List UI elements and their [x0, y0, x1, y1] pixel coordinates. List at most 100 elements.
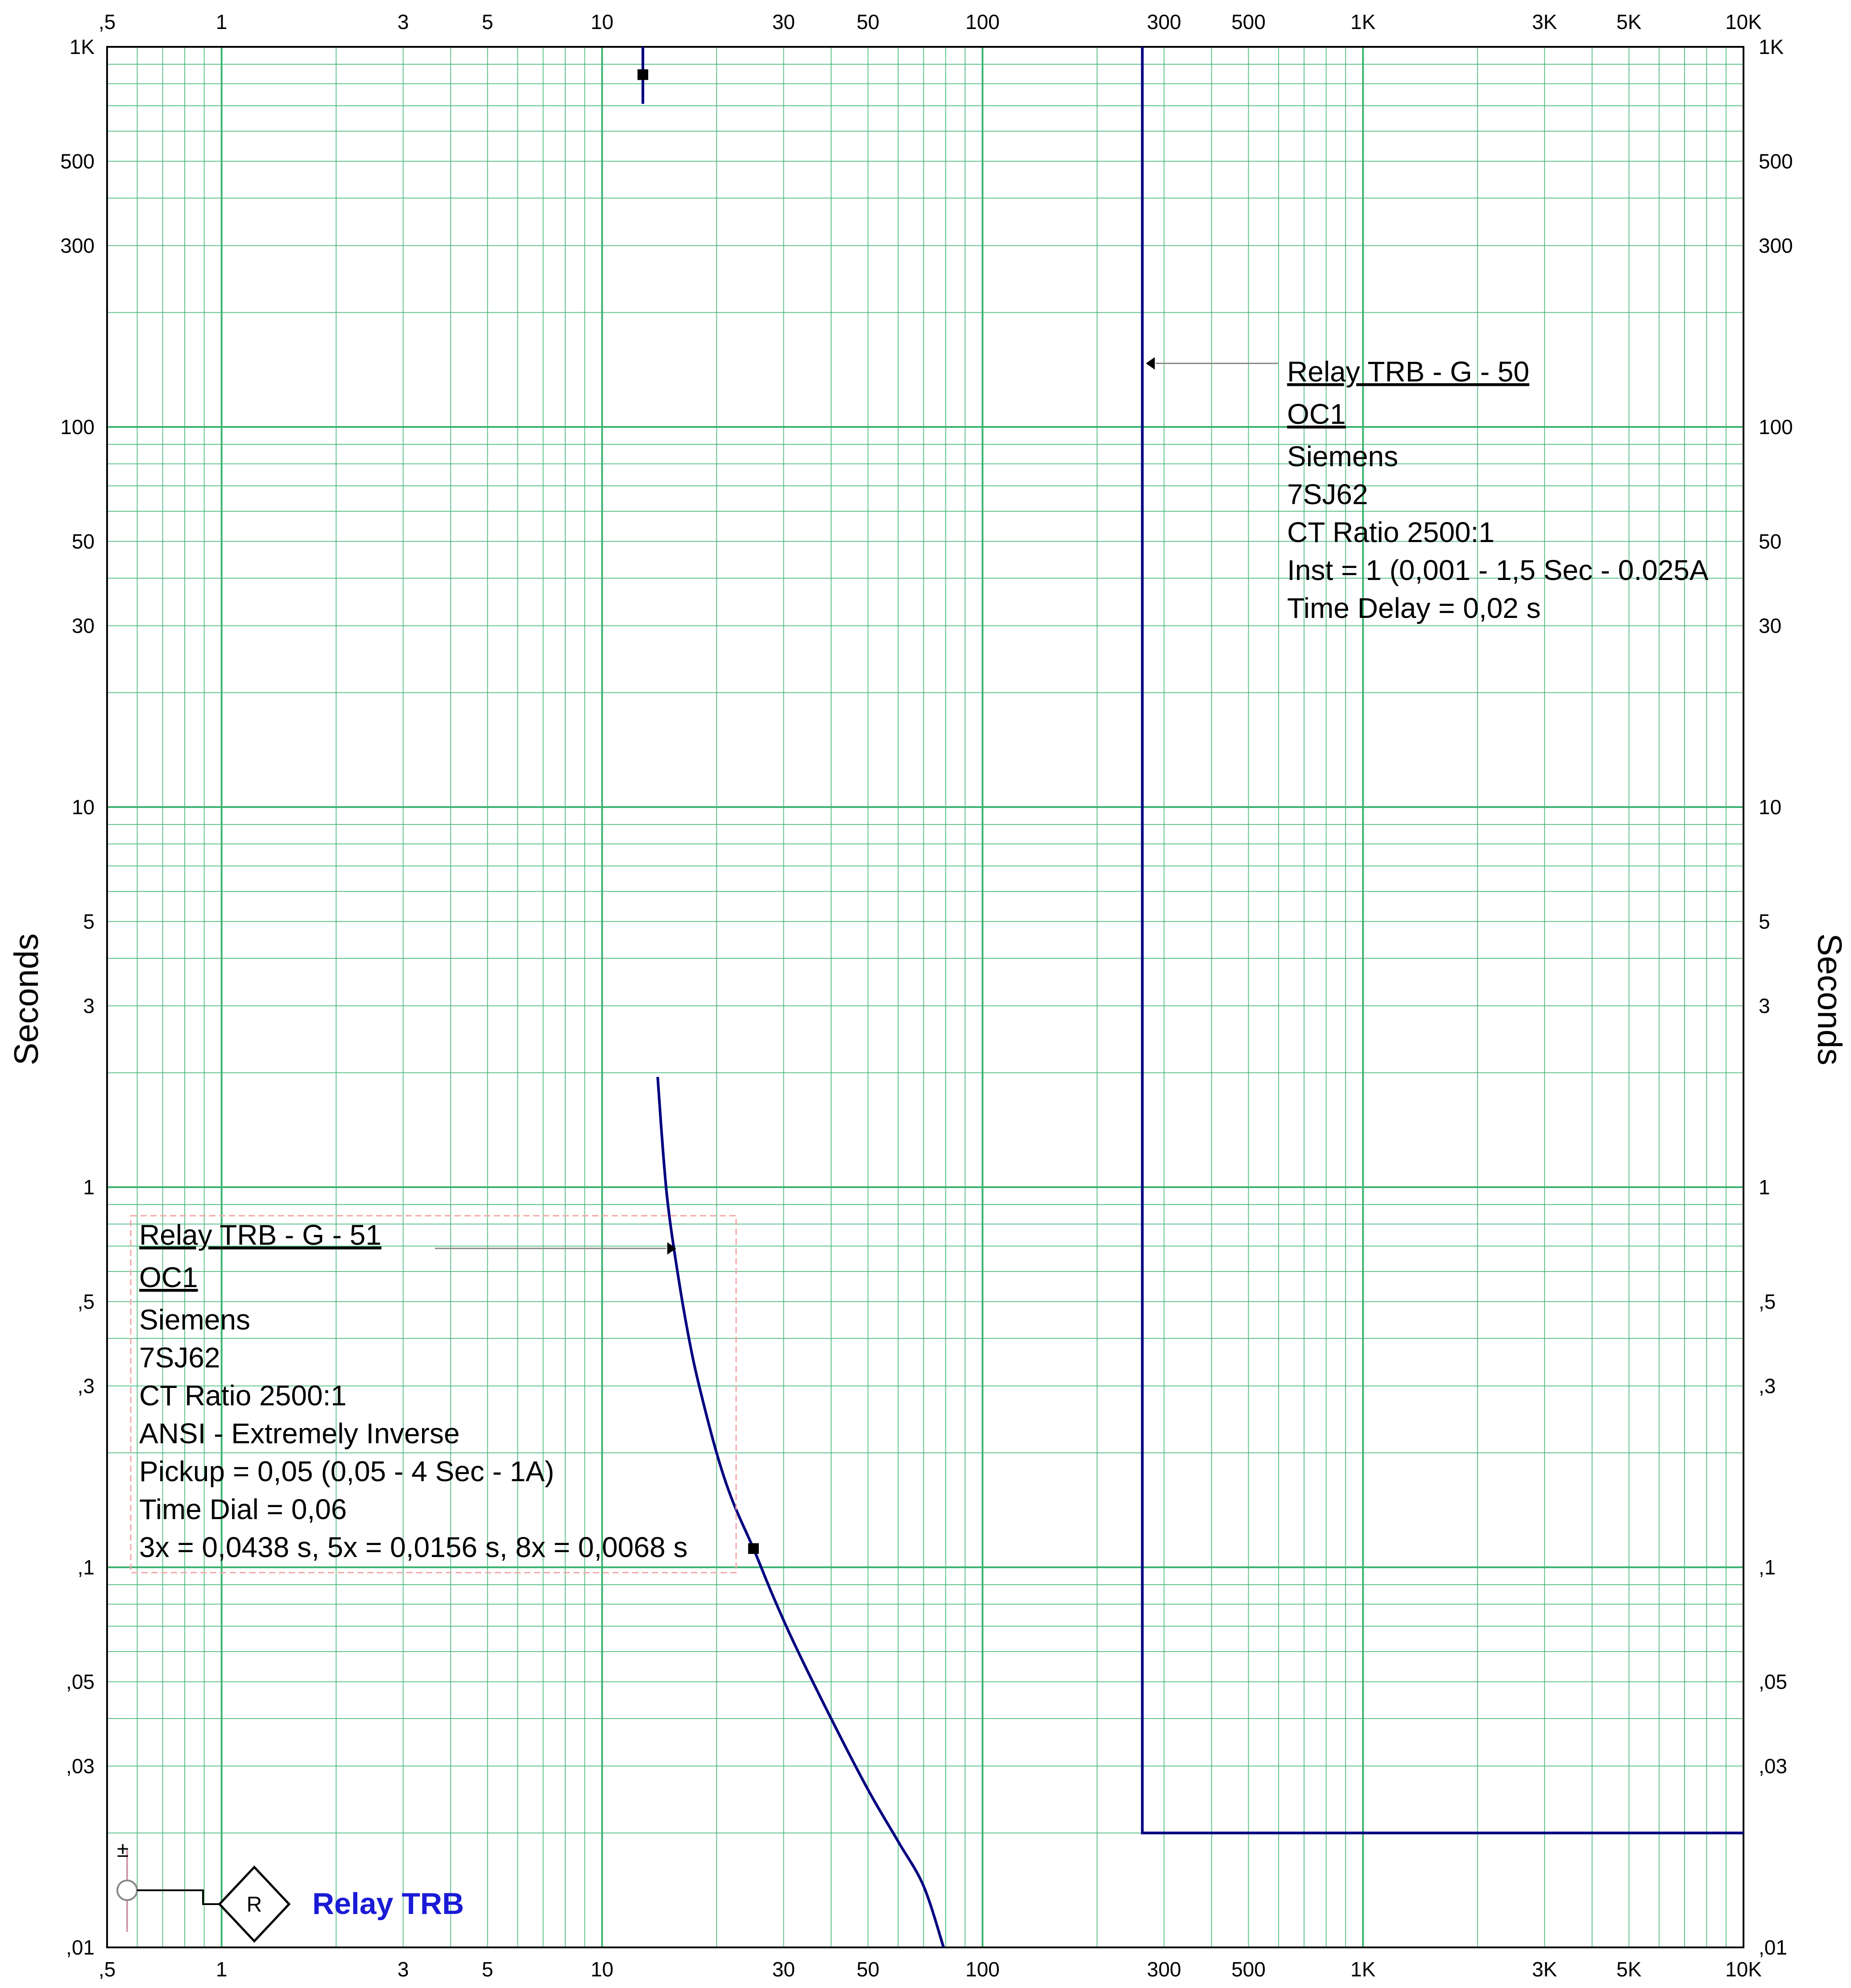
y-tick-label-left: ,5	[78, 1290, 95, 1313]
grid	[107, 46, 1744, 1948]
annotations: Relay TRB - G - 50 OC1 Siemens 7SJ62 CT Rati…	[130, 356, 1709, 1574]
series-line-2	[1141, 47, 1743, 1835]
device-legend: ± R Relay TRB	[116, 1838, 464, 1943]
x-tick-label-bottom: 50	[857, 1958, 879, 1981]
x-tick-label-bottom: ,5	[99, 1958, 116, 1981]
annotation-subtitle: OC1	[139, 1261, 198, 1293]
x-tick-label-bottom: 500	[1231, 1958, 1266, 1981]
y-tick-label-left: 1K	[70, 35, 95, 58]
x-tick-label-top: 300	[1147, 10, 1181, 33]
x-tick-label-bottom: 1	[216, 1958, 228, 1981]
x-tick-label-bottom: 100	[965, 1958, 1000, 1981]
x-tick-label-top: 100	[965, 10, 1000, 33]
annotation-line: 7SJ62	[139, 1342, 220, 1374]
x-tick-label-bottom: 5K	[1616, 1958, 1642, 1981]
y-tick-label-left: ,03	[66, 1754, 95, 1777]
annotation-line: Siemens	[1287, 440, 1398, 472]
annotation-title: Relay TRB - G - 51	[139, 1219, 381, 1251]
x-tick-label-bottom: 1K	[1350, 1958, 1376, 1981]
y-tick-label-left: 1	[83, 1176, 95, 1199]
annotation-line: Time Dial = 0,06	[139, 1493, 347, 1525]
x-tick-label-top: 10	[591, 10, 613, 33]
x-tick-label-top: 10K	[1725, 10, 1762, 33]
annotation-line: ANSI - Extremely Inverse	[139, 1417, 460, 1450]
y-tick-label-left: 5	[83, 910, 95, 933]
annotation-line: CT Ratio 2500:1	[1287, 516, 1495, 548]
y-tick-label-left: ,3	[78, 1374, 95, 1397]
x-tick-labels: ,5 ,5 1 1 3 3 5 5 10 10 30 30 50 50 100 100 300 300 500 500…	[99, 10, 1762, 1981]
x-tick-label-bottom: 10	[591, 1958, 613, 1981]
annotation-title: Relay TRB - G - 50	[1287, 356, 1529, 388]
x-tick-label-bottom: 10K	[1725, 1958, 1762, 1981]
y-tick-label-right: 1K	[1759, 35, 1784, 58]
series-line-1	[656, 1077, 945, 1948]
annotation-line: 3x = 0,0438 s, 5x = 0,0156 s, 8x = 0,006…	[139, 1531, 687, 1563]
y-tick-label-left: ,05	[66, 1670, 95, 1693]
x-tick-label-top: 5K	[1616, 10, 1642, 33]
relay-diamond-icon	[218, 1865, 291, 1943]
legend-polarity-mark: ±	[117, 1838, 128, 1862]
y-tick-label-right: 3	[1759, 994, 1770, 1017]
annotation-line: 7SJ62	[1287, 478, 1368, 510]
y-tick-label-right: ,05	[1759, 1670, 1787, 1693]
y-tick-label-left: 10	[72, 795, 95, 819]
y-axis-label-left: Seconds	[8, 933, 46, 1065]
y-tick-label-right: ,03	[1759, 1754, 1787, 1777]
y-tick-label-left: 50	[72, 530, 95, 553]
y-tick-label-left: ,1	[78, 1556, 95, 1579]
y-tick-label-right: 30	[1759, 614, 1781, 637]
y-tick-label-left: ,01	[66, 1936, 95, 1959]
x-tick-label-bottom: 3K	[1532, 1958, 1557, 1981]
curve-marker	[637, 69, 648, 80]
annotation-line: Siemens	[139, 1304, 250, 1336]
legend-ct-icon	[116, 1880, 138, 1901]
x-tick-label-bottom: 30	[772, 1958, 795, 1981]
annotation-line: Inst = 1 (0,001 - 1,5 Sec - 0.025A	[1287, 554, 1709, 586]
x-tick-label-top: 50	[857, 10, 879, 33]
annotation-line: Time Delay = 0,02 s	[1287, 592, 1541, 624]
x-tick-label-top: 3K	[1532, 10, 1557, 33]
x-tick-label-top: 500	[1231, 10, 1266, 33]
marker-group	[637, 69, 759, 1554]
plot-border	[106, 46, 1744, 1948]
y-tick-label-right: ,3	[1759, 1374, 1776, 1397]
y-tick-label-left: 300	[60, 234, 95, 257]
y-tick-label-right: 1	[1759, 1176, 1770, 1199]
annotation-subtitle: OC1	[1287, 398, 1346, 430]
y-tick-label-right: ,5	[1759, 1290, 1776, 1313]
y-tick-label-left: 100	[60, 415, 95, 439]
annotation-line: Pickup = 0,05 (0,05 - 4 Sec - 1A)	[139, 1455, 554, 1487]
y-axis-label-right: Seconds	[1810, 933, 1848, 1065]
x-tick-label-top: 5	[482, 10, 493, 33]
x-tick-label-top: 30	[772, 10, 795, 33]
legend-connector	[137, 1889, 221, 1905]
y-tick-label-right: 10	[1759, 795, 1781, 819]
annotation-arrowhead	[1146, 357, 1155, 370]
x-tick-label-top: ,5	[99, 10, 116, 33]
x-tick-label-bottom: 300	[1147, 1958, 1181, 1981]
y-tick-labels: ,01 ,01 ,03 ,03 ,05 ,05 ,1 ,1 ,3 ,3 ,5 ,5 1 1 3 3 5 5 10 10…	[60, 35, 1793, 1959]
curve-marker	[748, 1543, 759, 1554]
relay-symbol-label: R	[247, 1893, 262, 1917]
x-tick-label-top: 1	[216, 10, 228, 33]
y-tick-label-right: 100	[1759, 415, 1793, 439]
annotation-arrowhead	[667, 1242, 676, 1255]
x-tick-label-bottom: 5	[482, 1958, 493, 1981]
legend-label: Relay TRB	[312, 1887, 464, 1921]
y-tick-label-right: 500	[1759, 149, 1793, 173]
annotation-line: CT Ratio 2500:1	[139, 1379, 347, 1412]
plot-frame	[106, 46, 1744, 1948]
y-tick-label-right: ,01	[1759, 1936, 1787, 1959]
y-tick-label-right: ,1	[1759, 1556, 1776, 1579]
y-tick-label-left: 3	[83, 994, 95, 1017]
y-tick-label-right: 300	[1759, 234, 1793, 257]
y-tick-label-left: 30	[72, 614, 95, 637]
y-tick-label-right: 50	[1759, 530, 1781, 553]
x-tick-label-top: 1K	[1350, 10, 1376, 33]
y-tick-label-right: 5	[1759, 910, 1770, 933]
y-tick-label-left: 500	[60, 149, 95, 173]
x-tick-label-top: 3	[398, 10, 409, 33]
x-tick-label-bottom: 3	[398, 1958, 409, 1981]
